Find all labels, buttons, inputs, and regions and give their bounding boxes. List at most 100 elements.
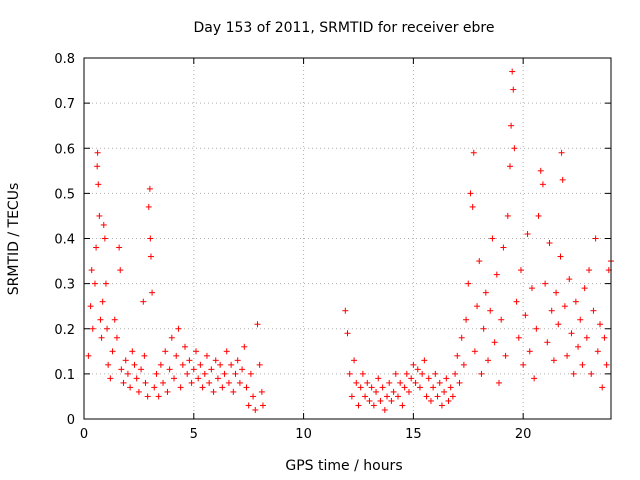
data-point — [555, 321, 562, 328]
data-point — [342, 307, 349, 314]
data-point — [104, 325, 111, 332]
data-point — [423, 393, 430, 400]
data-point — [597, 321, 604, 328]
data-point — [601, 334, 608, 341]
data-point — [164, 388, 171, 395]
data-point — [258, 388, 265, 395]
data-point — [141, 352, 148, 359]
data-point — [147, 235, 154, 242]
data-point — [94, 149, 101, 156]
data-point — [157, 361, 164, 368]
data-point — [228, 361, 235, 368]
data-point — [522, 312, 529, 319]
data-point — [603, 361, 610, 368]
data-point — [201, 370, 208, 377]
data-point — [221, 370, 228, 377]
data-point — [91, 280, 98, 287]
data-point — [590, 307, 597, 314]
data-point — [102, 280, 109, 287]
data-point — [441, 388, 448, 395]
data-point — [592, 235, 599, 242]
data-point — [254, 321, 261, 328]
data-point — [100, 221, 107, 228]
data-point — [120, 379, 127, 386]
x-tick-label: 5 — [190, 427, 198, 442]
data-point — [581, 285, 588, 292]
data-point — [526, 348, 533, 355]
data-point — [122, 357, 129, 364]
data-point — [146, 185, 153, 192]
data-point — [190, 366, 197, 373]
data-point — [498, 316, 505, 323]
data-point — [434, 393, 441, 400]
data-point — [131, 361, 138, 368]
x-axis-label: GPS time / hours — [285, 458, 402, 474]
data-point — [491, 339, 498, 346]
data-point — [557, 253, 564, 260]
data-point — [533, 325, 540, 332]
data-point — [208, 366, 215, 373]
data-point — [421, 357, 428, 364]
data-point — [539, 181, 546, 188]
data-point — [236, 379, 243, 386]
data-point — [471, 348, 478, 355]
data-point — [105, 361, 112, 368]
data-point — [485, 357, 492, 364]
data-point — [550, 357, 557, 364]
data-point — [447, 384, 454, 391]
data-point — [524, 230, 531, 237]
data-point — [476, 258, 483, 265]
data-point — [511, 145, 518, 152]
data-point — [470, 149, 477, 156]
data-point — [197, 361, 204, 368]
data-point — [542, 280, 549, 287]
data-point — [203, 352, 210, 359]
data-point — [508, 122, 515, 129]
data-point — [535, 212, 542, 219]
y-tick-label: 0.6 — [54, 142, 75, 157]
data-point — [572, 298, 579, 305]
data-point — [118, 366, 125, 373]
data-point — [561, 303, 568, 310]
data-point — [116, 244, 123, 251]
data-point — [133, 375, 140, 382]
data-point — [445, 397, 452, 404]
data-point — [223, 348, 230, 355]
data-point — [425, 375, 432, 382]
data-point — [245, 402, 252, 409]
data-point — [478, 370, 485, 377]
data-point — [232, 370, 239, 377]
x-tick-label: 10 — [295, 427, 312, 442]
x-tick-label: 0 — [80, 427, 88, 442]
data-point — [166, 366, 173, 373]
data-point — [353, 379, 360, 386]
y-tick-label: 0.2 — [54, 323, 75, 338]
data-point — [377, 397, 384, 404]
data-point — [173, 352, 180, 359]
data-point — [149, 289, 156, 296]
data-point — [419, 370, 426, 377]
data-point — [456, 379, 463, 386]
data-point — [570, 370, 577, 377]
y-tick-label: 0.5 — [54, 187, 75, 202]
data-point — [467, 190, 474, 197]
data-point — [487, 307, 494, 314]
data-point — [458, 334, 465, 341]
data-point — [502, 352, 509, 359]
data-point — [568, 330, 575, 337]
data-point — [109, 348, 116, 355]
data-point — [127, 384, 134, 391]
data-point — [379, 384, 386, 391]
data-point — [95, 181, 102, 188]
data-point — [111, 316, 118, 323]
y-tick-label: 0 — [67, 413, 75, 428]
data-point — [239, 366, 246, 373]
data-point — [348, 393, 355, 400]
data-point — [588, 370, 595, 377]
data-point — [151, 384, 158, 391]
data-point — [558, 149, 565, 156]
data-point — [250, 393, 257, 400]
data-point — [454, 352, 461, 359]
data-point — [101, 235, 108, 242]
data-point — [544, 339, 551, 346]
